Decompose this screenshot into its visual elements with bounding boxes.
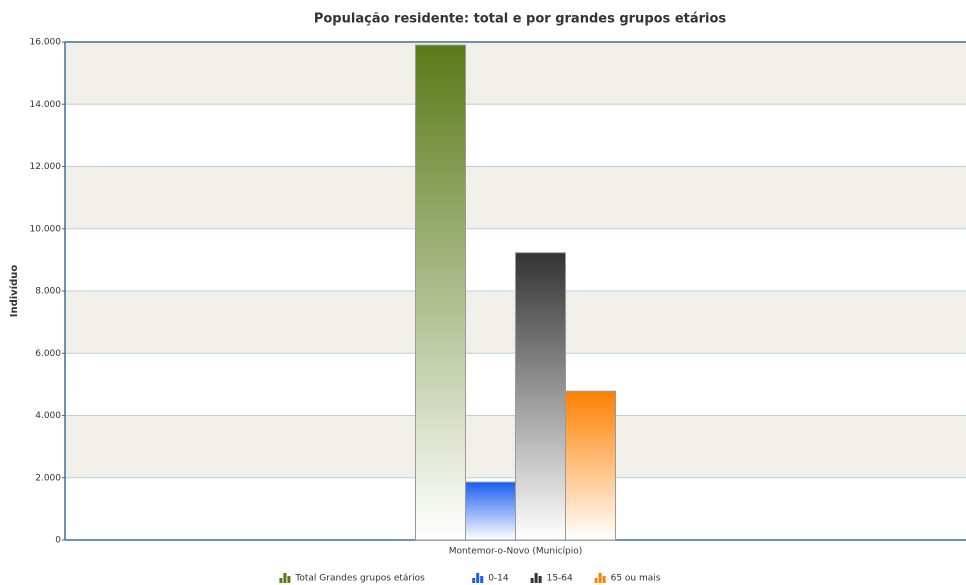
legend-swatch [602, 576, 606, 583]
y-tick-label: 14.000 [30, 100, 62, 110]
y-tick-label: 4.000 [35, 411, 61, 421]
legend-swatch [476, 573, 480, 583]
legend-label: 0-14 [488, 574, 509, 584]
bar [565, 390, 616, 541]
legend-swatch [480, 576, 484, 583]
plot-band [65, 166, 966, 229]
x-tick-label: Montemor-o-Novo (Município) [449, 547, 583, 557]
y-tick-label: 12.000 [30, 162, 62, 172]
plot-band [65, 42, 966, 105]
legend-swatch [530, 578, 534, 583]
y-tick-label: 2.000 [35, 473, 61, 483]
y-axis-title: Indivíduo [8, 265, 20, 318]
bar [465, 481, 516, 541]
y-tick-label: 6.000 [35, 349, 61, 359]
y-tick-label: 8.000 [35, 287, 61, 297]
legend-swatch [279, 578, 283, 583]
legend-swatch [287, 576, 291, 583]
bar [515, 252, 566, 541]
legend-label: 15-64 [547, 574, 573, 584]
legend-swatch [534, 573, 538, 583]
chart-title: População residente: total e por grandes… [314, 12, 727, 27]
legend-swatch [594, 578, 598, 583]
legend-swatch [472, 578, 476, 583]
legend-swatch [598, 573, 602, 583]
legend-label: 65 ou mais [611, 574, 661, 584]
y-tick-label: 16.000 [30, 38, 62, 48]
bar [415, 44, 466, 541]
legend-swatch [538, 576, 542, 583]
y-tick-label: 10.000 [30, 224, 62, 234]
y-tick-label: 0 [55, 536, 61, 546]
legend-label: Total Grandes grupos etários [294, 574, 425, 584]
legend-swatch [283, 573, 287, 583]
